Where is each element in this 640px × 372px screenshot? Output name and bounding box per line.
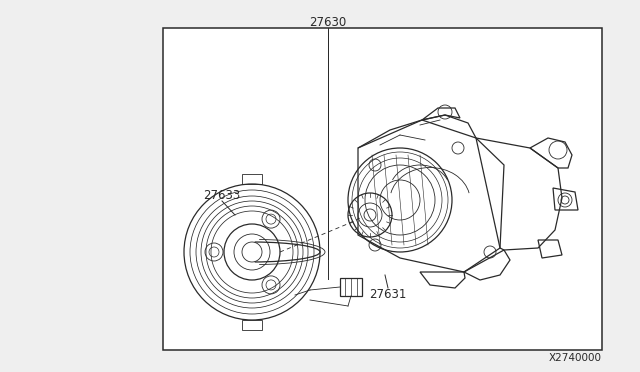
Bar xyxy=(163,28,602,350)
Text: 27631: 27631 xyxy=(369,289,406,301)
Text: X2740000: X2740000 xyxy=(548,353,602,363)
Text: 27630: 27630 xyxy=(309,16,347,29)
Text: 27633: 27633 xyxy=(204,189,241,202)
